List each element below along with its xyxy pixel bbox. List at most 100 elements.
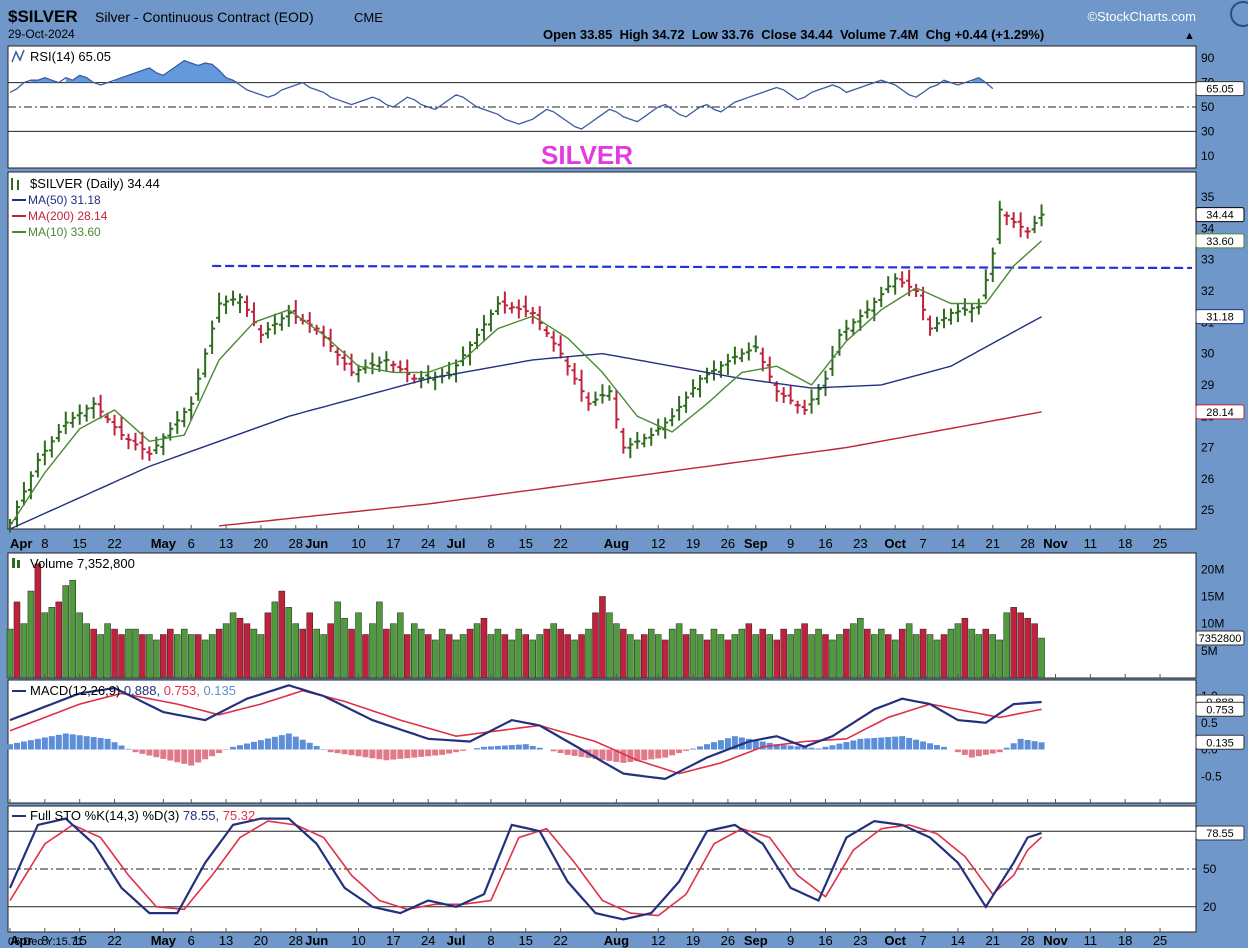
volume-bar	[717, 634, 725, 679]
volume-bar	[571, 639, 578, 679]
price-bar	[20, 481, 27, 506]
volume-last-value: 7352800	[1199, 633, 1242, 645]
macd-histogram-bar	[940, 746, 947, 750]
volume-bar	[878, 628, 885, 679]
volume-bar	[731, 634, 739, 679]
price-bar	[404, 359, 411, 383]
volume-bar	[815, 628, 822, 679]
date-tick-label: 28	[289, 536, 303, 551]
date-tick-label: Sep	[744, 933, 768, 948]
volume-bar	[132, 628, 139, 679]
macd-histogram-bar	[676, 749, 683, 754]
macd-histogram-bar	[439, 749, 446, 755]
macd-histogram-bar	[752, 740, 759, 750]
legend-entry: MA(200) 28.14	[28, 209, 108, 223]
macd-histogram-bar	[167, 749, 174, 761]
macd-histogram-bar	[390, 749, 397, 760]
volume-bar	[836, 634, 843, 679]
macd-histogram-bar	[362, 749, 369, 758]
volume-bar	[794, 628, 801, 679]
volume-bar	[954, 623, 962, 679]
price-bar	[710, 360, 717, 381]
macd-histogram-bar	[237, 745, 244, 750]
price-tick-label: 33	[1201, 253, 1215, 267]
date-tick-label: Oct	[884, 933, 906, 948]
volume-bar	[529, 639, 536, 679]
volume-bar	[320, 634, 327, 679]
volume-title: Volume 7,352,800	[30, 556, 135, 571]
volume-bar	[1003, 612, 1010, 679]
volume-bar	[1010, 607, 1017, 679]
macd-histogram-bar	[996, 749, 1003, 753]
volume-bar	[661, 639, 669, 679]
date-tick-label: 20	[254, 933, 268, 948]
volume-bar	[1038, 637, 1045, 679]
macd-histogram-bar	[878, 737, 885, 750]
macd-histogram-bar	[961, 749, 968, 755]
price-bar	[369, 352, 376, 375]
date-tick-label: 24	[421, 933, 435, 948]
date-tick-label: 8	[41, 933, 48, 948]
price-bar	[940, 308, 947, 329]
macd-histogram-bar	[418, 749, 425, 757]
volume-bar	[898, 628, 906, 679]
volume-bar	[348, 628, 355, 679]
price-bar	[41, 440, 48, 466]
macd-histogram-bar	[717, 740, 724, 750]
macd-histogram-bar	[118, 745, 125, 750]
volume-bar	[759, 628, 767, 679]
volume-bar	[417, 628, 425, 679]
ohlc-summary: Open 33.85 High 34.72 Low 33.76 Close 34…	[543, 27, 1044, 42]
volume-bar	[522, 634, 530, 679]
rsi-title: RSI(14) 65.05	[30, 49, 111, 64]
macd-histogram-bar	[97, 737, 104, 750]
volume-bar	[327, 623, 334, 679]
price-bar	[968, 303, 975, 323]
price-bar	[209, 320, 216, 354]
date-tick-label: 18	[1118, 933, 1132, 948]
volume-bar	[627, 634, 634, 679]
macd-histogram-bar	[453, 749, 460, 753]
volume-bar	[822, 634, 829, 679]
volume-bar	[174, 634, 181, 679]
macd-histogram-bar	[522, 744, 529, 750]
date-tick-label: Jun	[305, 536, 328, 551]
macd-histogram-bar	[982, 749, 989, 755]
price-bar	[927, 315, 934, 336]
date-tick-label: 13	[219, 536, 233, 551]
price-bar	[223, 295, 230, 315]
macd-signal-line	[9, 689, 1042, 775]
volume-bar	[222, 623, 230, 679]
price-bar	[989, 247, 996, 283]
volume-bar	[76, 612, 83, 679]
volume-tick-label: 10M	[1201, 617, 1224, 631]
macd-histogram-bar	[508, 745, 515, 750]
volume-bar	[752, 634, 760, 679]
date-tick-label: 22	[107, 536, 121, 551]
price-bar	[543, 326, 550, 338]
stochastic-d-line	[9, 820, 1043, 917]
price-bar	[745, 342, 752, 361]
volume-bar	[390, 623, 397, 679]
legend-entry: MA(50) 31.18	[28, 193, 101, 207]
volume-bar	[271, 601, 279, 679]
price-last-value-box	[1195, 404, 1245, 420]
volume-bar	[160, 634, 167, 679]
price-last-value: 34.44	[1206, 210, 1234, 222]
date-tick-label: 23	[853, 536, 867, 551]
price-bar	[515, 299, 522, 319]
macd-histogram-bar	[348, 749, 355, 756]
macd-histogram-bar	[188, 749, 195, 766]
price-bar	[697, 374, 704, 398]
price-bar	[146, 446, 153, 461]
macd-histogram-bar	[592, 749, 599, 759]
macd-histogram-bar	[515, 744, 522, 750]
price-bar	[787, 386, 794, 405]
price-bar	[264, 322, 271, 339]
macd-histogram-bar	[480, 746, 487, 750]
volume-bar	[118, 634, 125, 679]
macd-histogram-bar	[759, 741, 766, 750]
macd-histogram-bar	[76, 735, 83, 750]
macd-histogram-bar	[125, 748, 132, 750]
macd-histogram-bar	[160, 749, 167, 759]
